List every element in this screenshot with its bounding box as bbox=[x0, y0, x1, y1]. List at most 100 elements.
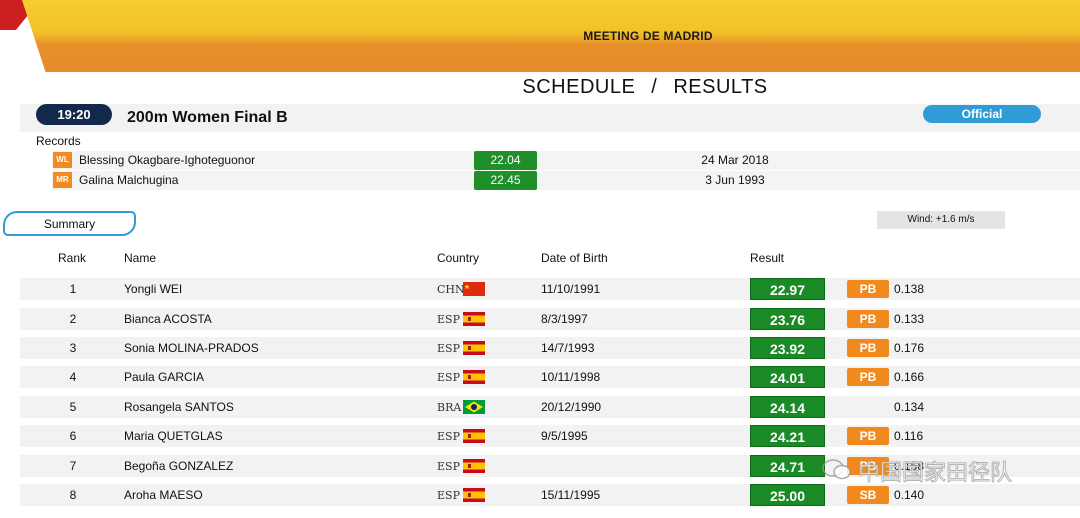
performance-tag: SB bbox=[847, 486, 889, 504]
date-of-birth: 8/3/1997 bbox=[541, 312, 588, 326]
record-type-badge: MR bbox=[53, 172, 72, 188]
page-nav: SCHEDULE / RESULTS bbox=[0, 76, 1080, 99]
chn-flag-icon bbox=[463, 282, 485, 296]
column-header-name: Name bbox=[124, 251, 157, 265]
esp-flag-icon bbox=[463, 429, 485, 443]
date-of-birth: 11/10/1991 bbox=[541, 282, 601, 296]
records-label: Records bbox=[36, 134, 81, 148]
result-time: 24.21 bbox=[750, 425, 825, 447]
column-header-dob: Date of Birth bbox=[541, 251, 608, 265]
column-header-rank: Rank bbox=[58, 251, 87, 265]
date-of-birth: 14/7/1993 bbox=[541, 341, 595, 355]
table-row: 3 Sonia MOLINA-PRADOS ESP 14/7/1993 23.92 PB 0… bbox=[20, 337, 1080, 359]
esp-flag-icon bbox=[463, 370, 485, 384]
performance-tag: PB bbox=[847, 339, 889, 357]
rank-cell: 6 bbox=[69, 429, 77, 443]
rank-cell: 2 bbox=[69, 312, 77, 326]
table-row: 6 Maria QUETGLAS ESP 9/5/1995 24.21 PB 0.116 bbox=[20, 425, 1080, 447]
record-holder-name: Galina Malchugina bbox=[79, 173, 179, 187]
table-row: 8 Aroha MAESO ESP 15/11/1995 25.00 SB 0.140 bbox=[20, 484, 1080, 506]
nav-separator: / bbox=[651, 76, 658, 98]
nav-schedule-link[interactable]: SCHEDULE bbox=[522, 76, 636, 98]
performance-tag: PB bbox=[847, 310, 889, 328]
country-code: ESP bbox=[437, 489, 460, 502]
country-code: ESP bbox=[437, 342, 460, 355]
rank-cell: 3 bbox=[69, 341, 77, 355]
result-time: 24.01 bbox=[750, 366, 825, 388]
event-title: 200m Women Final B bbox=[127, 109, 288, 126]
rank-cell: 4 bbox=[69, 370, 77, 384]
record-type-badge: WL bbox=[53, 152, 72, 168]
esp-flag-icon bbox=[463, 341, 485, 355]
result-time: 24.14 bbox=[750, 396, 825, 418]
event-header-bar bbox=[20, 104, 1080, 132]
performance-tag: PB bbox=[847, 457, 889, 475]
performance-tag: PB bbox=[847, 280, 889, 298]
country-code: ESP bbox=[437, 430, 460, 443]
country-code: BRA bbox=[437, 401, 462, 414]
reaction-time: 0.134 bbox=[894, 400, 925, 414]
country-code: ESP bbox=[437, 460, 460, 473]
table-row: 7 Begoña GONZALEZ ESP 24.71 PB 0.158 bbox=[20, 455, 1080, 477]
athlete-name: Rosangela SANTOS bbox=[124, 400, 234, 414]
rank-cell: 5 bbox=[69, 400, 77, 414]
event-time-badge: 19:20 bbox=[36, 104, 112, 125]
rank-cell: 1 bbox=[69, 282, 77, 296]
reaction-time: 0.138 bbox=[894, 282, 925, 296]
table-row: 5 Rosangela SANTOS BRA 20/12/1990 24.14 0.134 bbox=[20, 396, 1080, 418]
esp-flag-icon bbox=[463, 459, 485, 473]
rank-cell: 7 bbox=[69, 459, 77, 473]
reaction-time: 0.166 bbox=[894, 370, 925, 384]
country-code: ESP bbox=[437, 371, 460, 384]
table-row: 4 Paula GARCIA ESP 10/11/1998 24.01 PB 0.166 bbox=[20, 366, 1080, 388]
result-time: 24.71 bbox=[750, 455, 825, 477]
athlete-name: Sonia MOLINA-PRADOS bbox=[124, 341, 259, 355]
nav-results-link[interactable]: RESULTS bbox=[673, 76, 768, 98]
country-code: ESP bbox=[437, 313, 460, 326]
country-code: CHN bbox=[437, 283, 465, 296]
meeting-title: MEETING DE MADRID bbox=[583, 29, 713, 43]
reaction-time: 0.116 bbox=[894, 429, 924, 443]
date-of-birth: 9/5/1995 bbox=[541, 429, 588, 443]
wind-reading: Wind: +1.6 m/s bbox=[877, 211, 1005, 229]
reaction-time: 0.140 bbox=[894, 488, 925, 502]
athlete-name: Maria QUETGLAS bbox=[124, 429, 223, 443]
table-row: 2 Bianca ACOSTA ESP 8/3/1997 23.76 PB 0.133 bbox=[20, 308, 1080, 330]
wechat-icon bbox=[822, 459, 851, 480]
result-time: 23.92 bbox=[750, 337, 825, 359]
record-date: 24 Mar 2018 bbox=[701, 153, 769, 167]
athlete-name: Yongli WEI bbox=[124, 282, 183, 296]
esp-flag-icon bbox=[463, 488, 485, 502]
athlete-name: Aroha MAESO bbox=[124, 488, 203, 502]
record-date: 3 Jun 1993 bbox=[705, 173, 765, 187]
column-header-country: Country bbox=[437, 251, 480, 265]
athlete-name: Paula GARCIA bbox=[124, 370, 205, 384]
table-row: 1 Yongli WEI CHN 11/10/1991 22.97 PB 0.138 bbox=[20, 278, 1080, 300]
record-result: 22.45 bbox=[474, 171, 537, 190]
record-row: WL Blessing Okagbare-Ighoteguonor 22.04 … bbox=[52, 151, 1080, 170]
bra-flag-icon bbox=[463, 400, 485, 414]
athlete-name: Bianca ACOSTA bbox=[124, 312, 212, 326]
date-of-birth: 10/11/1998 bbox=[541, 370, 601, 384]
date-of-birth: 20/12/1990 bbox=[541, 400, 602, 414]
header-banner bbox=[22, 0, 1080, 72]
record-row: MR Galina Malchugina 22.45 3 Jun 1993 bbox=[52, 171, 1080, 190]
performance-tag: PB bbox=[847, 368, 889, 386]
reaction-time: 0.133 bbox=[894, 312, 925, 326]
reaction-time: 0.158 bbox=[894, 459, 925, 473]
rank-cell: 8 bbox=[69, 488, 77, 502]
record-result: 22.04 bbox=[474, 151, 537, 170]
reaction-time: 0.176 bbox=[894, 341, 925, 355]
record-holder-name: Blessing Okagbare-Ighoteguonor bbox=[79, 153, 256, 167]
date-of-birth: 15/11/1995 bbox=[541, 488, 601, 502]
column-header-result: Result bbox=[750, 251, 785, 265]
result-time: 22.97 bbox=[750, 278, 825, 300]
athlete-name: Begoña GONZALEZ bbox=[124, 459, 234, 473]
watermark-text: 中国国家田径队 bbox=[857, 461, 1013, 487]
tab-summary[interactable]: Summary bbox=[3, 211, 136, 236]
esp-flag-icon bbox=[463, 312, 485, 326]
result-time: 23.76 bbox=[750, 308, 825, 330]
status-badge: Official bbox=[923, 105, 1041, 123]
result-time: 25.00 bbox=[750, 484, 825, 506]
performance-tag: PB bbox=[847, 427, 889, 445]
